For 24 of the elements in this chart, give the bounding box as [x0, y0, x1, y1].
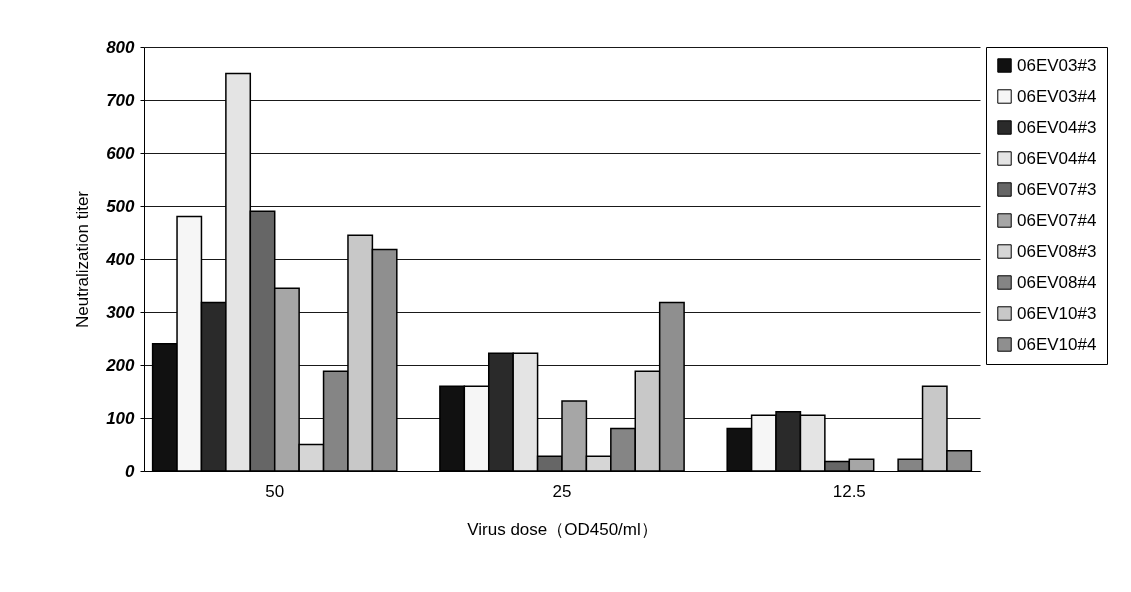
y-tick-label: 800 — [106, 37, 136, 57]
x-axis-title: Virus dose（OD450/ml） — [467, 519, 658, 539]
legend-label: 06EV03#4 — [1017, 86, 1097, 106]
legend-label: 06EV08#3 — [1017, 241, 1097, 261]
legend-label: 06EV04#3 — [1017, 117, 1097, 137]
y-tick-label: 500 — [106, 196, 136, 216]
legend-label: 06EV10#4 — [1017, 334, 1097, 354]
legend-label: 06EV08#4 — [1017, 272, 1097, 292]
legend-label: 06EV04#4 — [1017, 148, 1097, 168]
y-tick-label: 200 — [105, 355, 136, 375]
x-tick-label: 25 — [552, 481, 572, 501]
x-tick-label: 12.5 — [832, 481, 866, 501]
y-tick-label: 400 — [105, 249, 136, 269]
y-tick-label: 300 — [106, 302, 136, 322]
y-tick-label: 700 — [106, 90, 136, 110]
y-tick-label: 600 — [106, 143, 136, 163]
legend-label: 06EV10#3 — [1017, 303, 1097, 323]
x-tick-label: 50 — [265, 481, 285, 501]
legend-label: 06EV07#3 — [1017, 179, 1097, 199]
legend-label: 06EV07#4 — [1017, 210, 1097, 230]
y-tick-label: 100 — [106, 408, 136, 428]
y-axis-title: Neutralization titer — [73, 190, 93, 329]
y-tick-label: 0 — [125, 461, 136, 481]
legend-label: 06EV03#3 — [1017, 55, 1097, 75]
